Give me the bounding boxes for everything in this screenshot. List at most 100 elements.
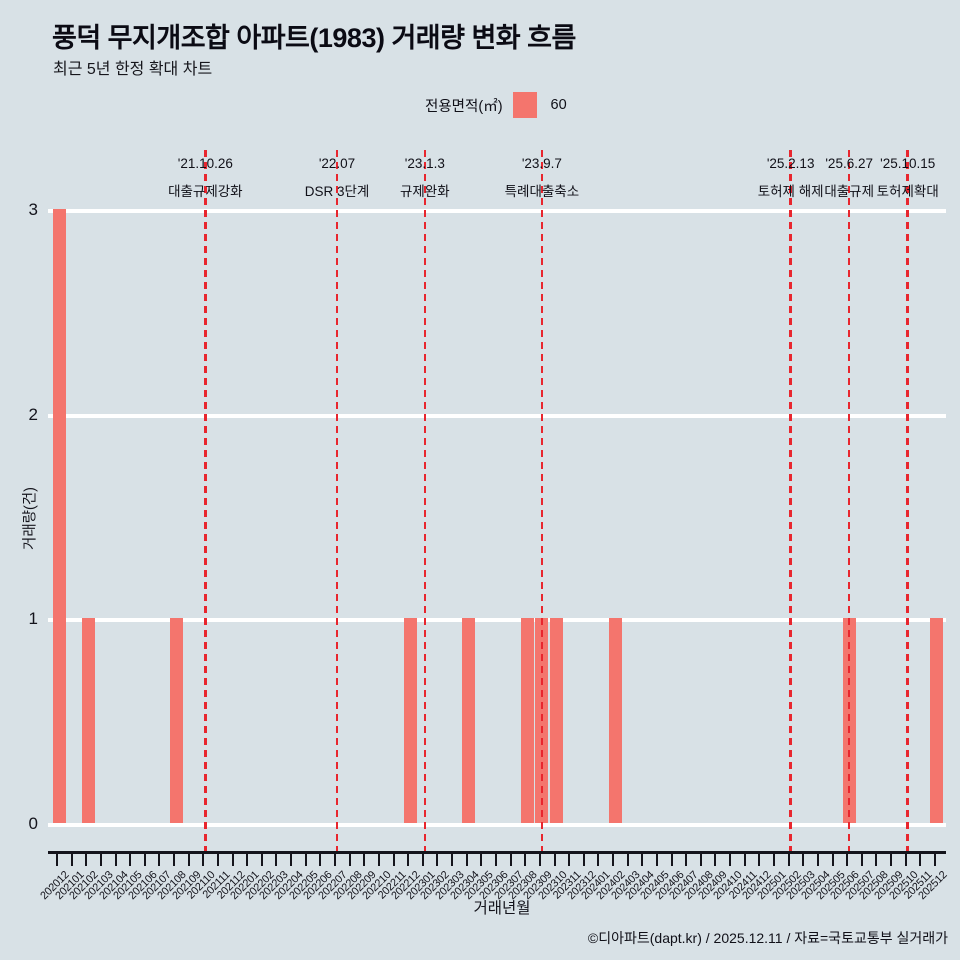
x-tick-202505: [831, 853, 834, 866]
x-tick-202105: [129, 853, 132, 866]
annotation-line-7: [906, 150, 909, 851]
x-tick-202103: [99, 853, 102, 866]
x-tick-202104: [114, 853, 117, 866]
x-tick-202401: [597, 853, 600, 866]
x-tick-202203: [275, 853, 278, 866]
annotation-label-7: 토허제확대: [876, 184, 939, 199]
x-tick-202510: [904, 853, 907, 866]
legend-swatch-60: [512, 92, 537, 118]
x-tick-202307: [509, 853, 512, 866]
x-tick-202110: [202, 853, 205, 866]
x-tick-202501: [773, 853, 776, 866]
legend: 전용면적(㎡) 60: [425, 92, 567, 118]
x-tick-202403: [626, 853, 629, 866]
x-tick-202506: [846, 853, 849, 866]
x-tick-202409: [714, 853, 717, 866]
gridline-y3: [48, 208, 946, 213]
x-tick-202206: [319, 853, 322, 866]
x-tick-202205: [304, 853, 307, 866]
bar-202212: [403, 618, 417, 823]
x-tick-202304: [465, 853, 468, 866]
x-tick-202210: [377, 853, 380, 866]
x-tick-202102: [85, 853, 88, 866]
page-title: 풍덕 무지개조합 아파트(1983) 거래량 변화 흐름: [52, 23, 576, 53]
x-tick-202502: [787, 853, 790, 866]
x-tick-202405: [655, 853, 658, 866]
x-tick-202202: [260, 853, 263, 866]
x-tick-202504: [816, 853, 819, 866]
bar-202102: [81, 618, 95, 823]
x-axis-title: 거래년월: [473, 900, 531, 917]
annotation-line-2: [335, 150, 339, 851]
x-tick-202112: [231, 853, 234, 866]
bar-202012: [52, 208, 66, 823]
annotation-line-1: [204, 150, 207, 851]
x-tick-202312: [582, 853, 585, 866]
gridline-y2: [48, 413, 946, 418]
annotation-label-3: 규제완화: [399, 184, 450, 199]
x-tick-202107: [158, 853, 161, 866]
annotation-date-5: '25.2.13: [766, 156, 815, 171]
annotation-label-5: 토허제 해제: [757, 184, 824, 199]
gridline-y0: [48, 823, 946, 827]
x-tick-202511: [919, 853, 922, 866]
x-tick-202309: [538, 853, 541, 866]
annotation-line-3: [423, 150, 427, 851]
bar-202310: [550, 618, 564, 823]
x-tick-202407: [685, 853, 688, 866]
y-tick-label-0: 0: [28, 814, 38, 833]
gridline-y1: [48, 618, 946, 623]
x-tick-202306: [494, 853, 497, 866]
annotation-date-4: '23.9.7: [521, 156, 562, 171]
x-tick-202211: [392, 853, 395, 866]
x-tick-202111: [216, 853, 219, 866]
bar-202108: [169, 618, 183, 823]
bar-202308: [520, 618, 534, 823]
annotation-line-5: [789, 150, 792, 851]
footer-credit: ©디아파트(dapt.kr) / 2025.12.11 / 자료=국토교통부 실…: [587, 930, 948, 946]
annotation-label-6: 대출규제: [824, 184, 875, 199]
x-tick-202310: [553, 853, 556, 866]
annotation-label-4: 특례대출축소: [504, 184, 580, 199]
legend-value-60: 60: [550, 97, 567, 113]
annotation-line-4: [540, 150, 544, 851]
x-tick-202508: [875, 853, 878, 866]
bar-202304: [462, 618, 476, 823]
bar-202402: [608, 618, 622, 823]
x-tick-202503: [802, 853, 805, 866]
bar-202512: [930, 618, 944, 823]
annotation-date-3: '23.1.3: [404, 156, 445, 171]
x-tick-202311: [568, 853, 571, 866]
annotation-label-2: DSR 3단계: [304, 184, 370, 199]
x-tick-202411: [743, 853, 746, 866]
x-tick-202204: [290, 853, 293, 866]
x-tick-202402: [612, 853, 615, 866]
x-tick-202209: [363, 853, 366, 866]
annotation-line-6: [847, 150, 851, 851]
x-tick-202108: [173, 853, 176, 866]
x-tick-202208: [348, 853, 351, 866]
x-tick-202109: [187, 853, 190, 866]
x-tick-202207: [334, 853, 337, 866]
x-tick-202507: [860, 853, 863, 866]
x-tick-202106: [143, 853, 146, 866]
annotation-date-1: '21.10.26: [177, 156, 233, 171]
x-tick-202101: [70, 853, 73, 866]
x-tick-202308: [524, 853, 527, 866]
legend-label: 전용면적(㎡): [425, 98, 503, 115]
page-subtitle: 최근 5년 한정 확대 차트: [53, 61, 213, 78]
x-tick-202408: [699, 853, 702, 866]
x-tick-202410: [729, 853, 732, 866]
x-tick-202412: [758, 853, 761, 866]
x-tick-202305: [480, 853, 483, 866]
x-tick-202509: [890, 853, 893, 866]
annotation-label-1: 대출규제강화: [168, 184, 243, 199]
annotation-date-7: '25.10.15: [880, 156, 936, 171]
y-axis-title: 거래량(건): [22, 486, 39, 551]
annotation-date-2: '22.07: [318, 156, 356, 171]
x-axis-line: [48, 851, 946, 854]
x-tick-202301: [421, 853, 424, 866]
x-tick-202406: [670, 853, 673, 866]
